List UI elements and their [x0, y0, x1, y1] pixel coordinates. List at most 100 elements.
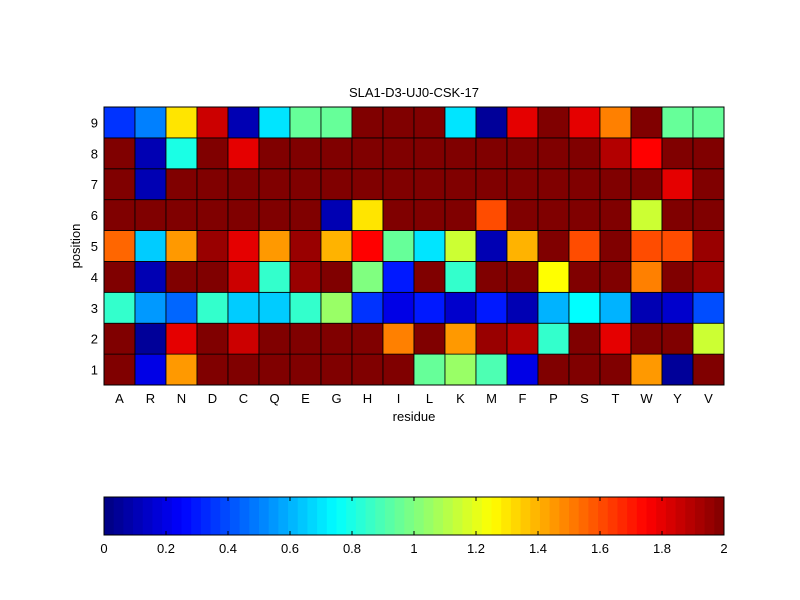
heatmap-cell	[196, 291, 229, 324]
x-tick-label: N	[177, 391, 186, 406]
heatmap-cell	[320, 291, 353, 324]
heatmap-cell	[103, 199, 136, 231]
colorbar-segment	[588, 497, 599, 535]
colorbar-tick-label: 1.2	[467, 541, 485, 556]
heatmap-cell	[537, 291, 570, 324]
colorbar-segment	[704, 497, 715, 535]
colorbar-tick-label: 0.2	[157, 541, 175, 556]
colorbar-segment	[355, 497, 367, 535]
heatmap-cell	[413, 322, 446, 355]
heatmap-cell	[692, 261, 725, 293]
heatmap-cell	[258, 291, 291, 324]
heatmap-cell	[692, 322, 725, 355]
heatmap-cell	[661, 353, 694, 386]
colorbar-tick-label: 0.6	[281, 541, 299, 556]
heatmap-cell	[444, 168, 477, 201]
heatmap-cell	[351, 291, 384, 324]
heatmap-cell	[258, 106, 291, 139]
heatmap-cell	[506, 137, 539, 170]
x-tick-label: E	[301, 391, 310, 406]
colorbar-segment	[278, 497, 289, 535]
heatmap-cell	[692, 353, 725, 386]
heatmap-cell	[413, 137, 446, 170]
y-axis-label: position	[68, 224, 83, 269]
colorbar-segment	[326, 497, 337, 535]
heatmap-cell	[165, 199, 198, 231]
heatmap-cell	[196, 137, 229, 170]
heatmap-cell	[227, 106, 260, 139]
heatmap-cell	[444, 137, 477, 170]
heatmap-cell	[475, 322, 508, 355]
heatmap-cell	[506, 261, 539, 293]
heatmap-cell	[258, 137, 291, 170]
heatmap-cell	[227, 322, 260, 355]
heatmap-cell	[382, 291, 415, 324]
heatmap-cell	[630, 261, 663, 293]
colorbar-segment	[578, 497, 589, 535]
heatmap-cell	[196, 106, 229, 139]
heatmap-cell	[444, 291, 477, 324]
colorbar-segment	[394, 497, 405, 535]
colorbar-segment	[646, 497, 657, 535]
heatmap-cell	[568, 137, 601, 170]
heatmap-cell	[382, 353, 415, 386]
heatmap-cell	[475, 106, 508, 139]
heatmap-cell	[289, 137, 322, 170]
colorbar-segment	[433, 497, 444, 535]
colorbar-segment	[472, 497, 483, 535]
y-tick-label: 8	[91, 146, 98, 161]
colorbar-segment	[510, 497, 522, 535]
heatmap-cell	[103, 137, 136, 170]
heatmap-cell	[134, 353, 167, 386]
heatmap-cell	[258, 353, 291, 386]
colorbar-segment	[491, 497, 502, 535]
colorbar-segment	[598, 497, 609, 535]
x-tick-label: S	[580, 391, 589, 406]
heatmap-cell	[537, 106, 570, 139]
heatmap-cell	[537, 322, 570, 355]
colorbar-segment	[520, 497, 531, 535]
heatmap-cell	[382, 322, 415, 355]
y-tick-label: 5	[91, 239, 98, 254]
heatmap-cell	[165, 261, 198, 293]
plot-frame	[103, 106, 725, 386]
heatmap-cell	[103, 353, 136, 386]
heatmap-cell	[196, 322, 229, 355]
x-tick-label: D	[208, 391, 217, 406]
heatmap-cell	[506, 291, 539, 324]
heatmap-cell	[661, 106, 694, 139]
colorbar-segment	[636, 497, 647, 535]
heatmap-cell	[599, 261, 632, 293]
heatmap-cell	[258, 199, 291, 231]
colorbar-segment	[539, 497, 551, 535]
heatmap-cell	[692, 291, 725, 324]
colorbar-tick-label: 1.4	[529, 541, 547, 556]
colorbar-segment	[685, 497, 696, 535]
heatmap-cell	[630, 322, 663, 355]
heatmap-cell	[289, 230, 322, 262]
heatmap-cell	[413, 261, 446, 293]
colorbar-segment	[307, 497, 318, 535]
heatmap-cell	[134, 168, 167, 201]
heatmap-cell	[103, 230, 136, 262]
heatmap-cell	[134, 322, 167, 355]
heatmap-cell	[661, 137, 694, 170]
colorbar-segment	[210, 497, 221, 535]
heatmap-cell	[320, 230, 353, 262]
heatmap-cell	[289, 168, 322, 201]
heatmap-cell	[227, 291, 260, 324]
colorbar-segment	[133, 497, 144, 535]
colorbar-segment	[675, 497, 686, 535]
heatmap-cell	[258, 322, 291, 355]
colorbar-segment	[617, 497, 628, 535]
colorbar-segment	[423, 497, 434, 535]
colorbar-segment	[104, 497, 115, 535]
x-tick-label: I	[397, 391, 401, 406]
x-axis-label: residue	[393, 409, 436, 424]
colorbar-tick-labels: 0 0.2 0.4 0.6 0.8 1 1.2 1.4 1.6 1.8 2	[100, 497, 728, 556]
y-tick-label: 1	[91, 363, 98, 378]
heatmap-cell	[692, 137, 725, 170]
heatmap-cell	[413, 230, 446, 262]
heatmap-cell	[320, 106, 353, 139]
